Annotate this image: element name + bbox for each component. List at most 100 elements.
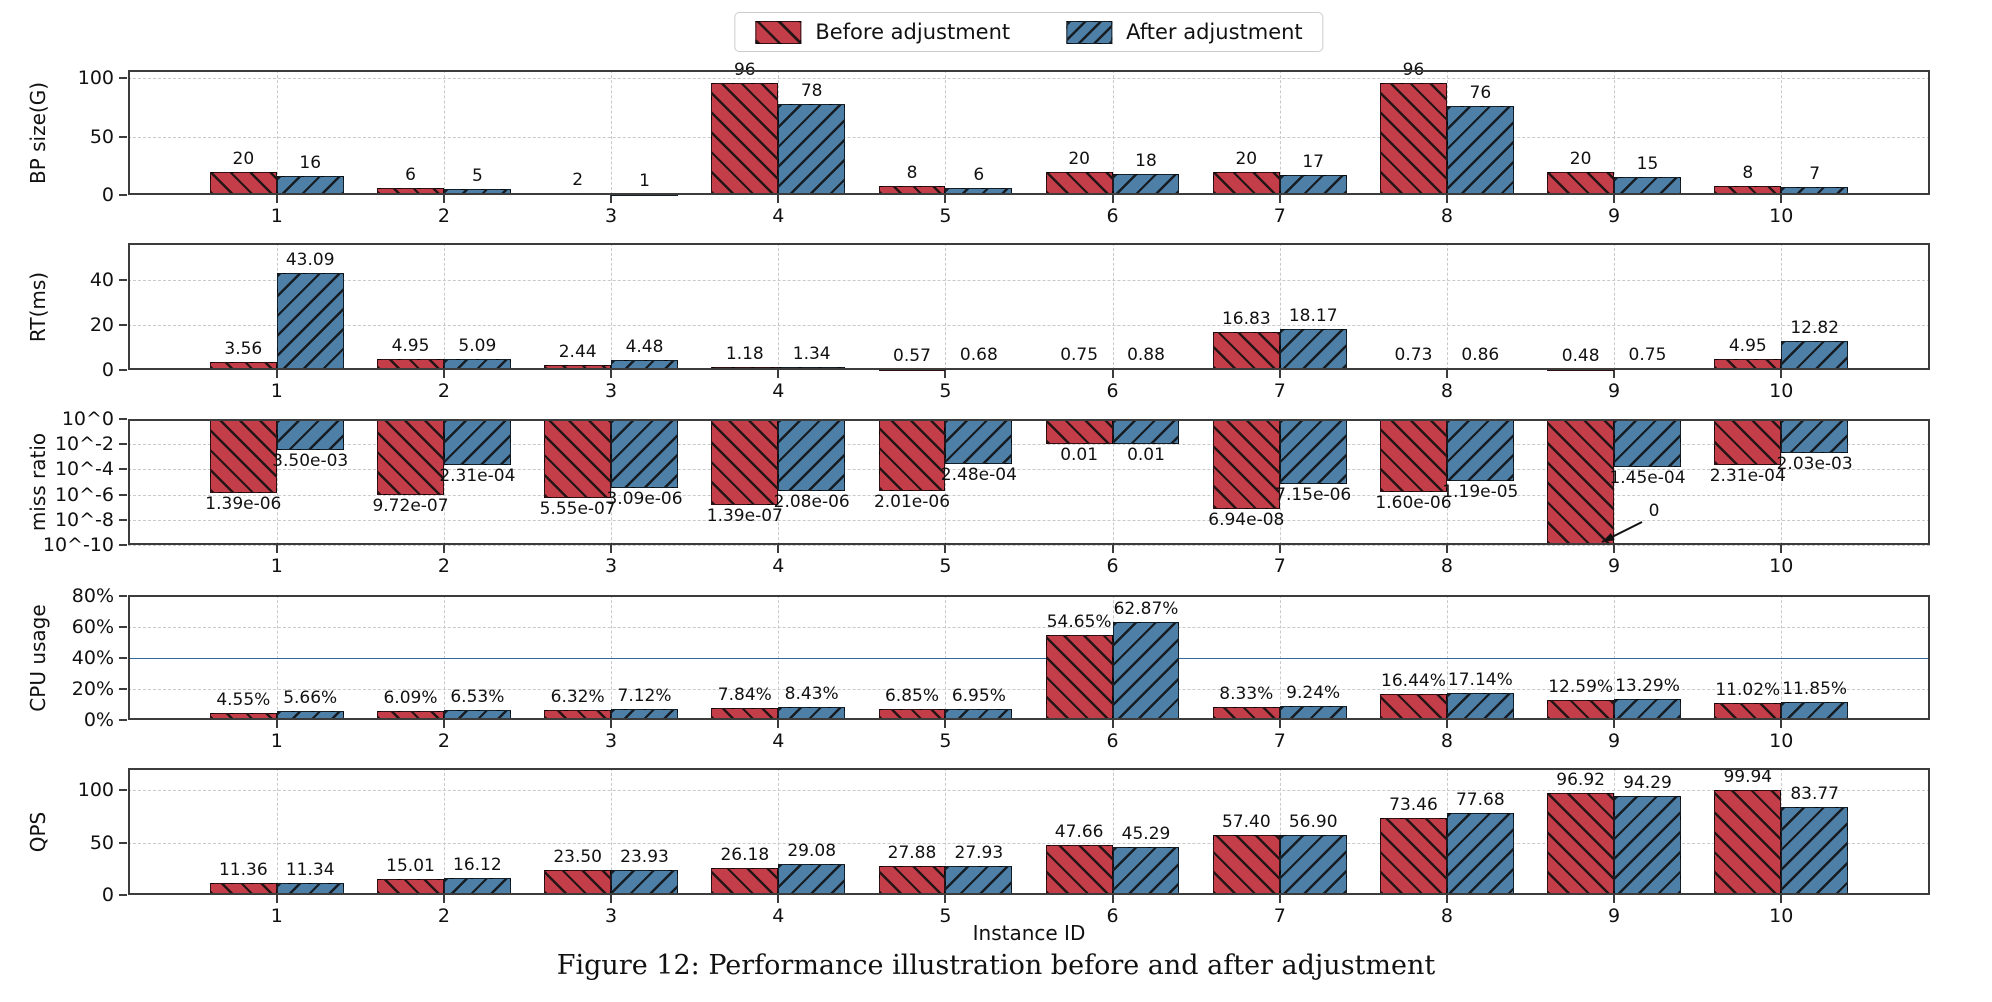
bar-after bbox=[778, 419, 846, 491]
bar-after bbox=[1446, 106, 1514, 195]
x-tick-label: 2 bbox=[437, 380, 450, 402]
bar-value-label: 6.53% bbox=[450, 686, 505, 707]
x-tick-mark bbox=[442, 720, 445, 728]
y-axis-title: miss ratio bbox=[26, 432, 50, 532]
bar-before bbox=[377, 710, 444, 720]
x-tick-mark bbox=[1111, 545, 1114, 553]
x-tick-mark bbox=[944, 895, 947, 903]
bar-after bbox=[276, 883, 344, 895]
bar-before bbox=[1714, 702, 1782, 720]
bar-value-label: 56.90 bbox=[1288, 812, 1338, 833]
x-tick-mark bbox=[1613, 895, 1616, 903]
x-tick-mark bbox=[610, 720, 613, 728]
bar-before bbox=[544, 710, 612, 720]
y-tick-label: 10^-10 bbox=[42, 534, 114, 556]
bar-value-label: 4.95 bbox=[391, 335, 430, 356]
bar-before bbox=[1045, 368, 1113, 371]
x-tick-label: 10 bbox=[1769, 730, 1794, 752]
bar-after bbox=[945, 187, 1013, 195]
x-tick-label: 6 bbox=[1106, 730, 1119, 752]
x-tick-mark bbox=[1445, 720, 1448, 728]
bar-value-label: 8 bbox=[1742, 162, 1754, 183]
bar-after bbox=[611, 193, 678, 196]
bar-value-label: 96 bbox=[733, 59, 756, 80]
x-tick-mark bbox=[1445, 195, 1448, 203]
bar-before bbox=[1212, 834, 1280, 895]
legend-label-after: After adjustment bbox=[1126, 20, 1303, 44]
x-tick-label: 7 bbox=[1273, 730, 1286, 752]
x-tick-label: 9 bbox=[1608, 380, 1621, 402]
bar-before bbox=[544, 419, 612, 498]
y-tick-label: 80% bbox=[71, 584, 114, 607]
x-tick-label: 8 bbox=[1440, 205, 1453, 227]
x-tick-label: 8 bbox=[1440, 555, 1453, 577]
bar-after bbox=[611, 708, 678, 720]
bar-value-label: 8.33% bbox=[1219, 684, 1274, 705]
y-tick-mark bbox=[119, 518, 127, 521]
bar-value-label: 6.95% bbox=[951, 686, 1006, 707]
bar-value-label: 8 bbox=[906, 162, 918, 183]
bar-before bbox=[209, 171, 277, 195]
bar-before bbox=[209, 883, 277, 895]
bar-before bbox=[878, 865, 946, 895]
bar-value-label: 0.68 bbox=[959, 345, 998, 366]
bar-value-label: 20 bbox=[232, 148, 255, 169]
grid-line-v bbox=[443, 768, 445, 895]
grid-line-v bbox=[1112, 70, 1114, 195]
x-tick-label: 4 bbox=[772, 730, 785, 752]
x-tick-label: 5 bbox=[939, 380, 952, 402]
bar-before bbox=[878, 419, 946, 491]
x-tick-mark bbox=[944, 195, 947, 203]
bar-value-label: 0.01 bbox=[1060, 445, 1099, 466]
grid-line-v bbox=[778, 768, 780, 895]
grid-line-h bbox=[128, 545, 1930, 546]
bar-value-label: 9.24% bbox=[1286, 682, 1341, 703]
x-tick-mark bbox=[442, 195, 445, 203]
x-tick-label: 2 bbox=[437, 905, 450, 927]
grid-line-v bbox=[1279, 243, 1281, 370]
bar-value-label: 1.60e-06 bbox=[1375, 493, 1452, 514]
bar-after bbox=[1614, 177, 1681, 195]
x-tick-mark bbox=[944, 370, 947, 378]
bar-value-label: 0.48 bbox=[1561, 345, 1600, 366]
grid-line-v bbox=[945, 595, 947, 720]
bar-value-label: 47.66 bbox=[1054, 821, 1104, 842]
y-tick-mark bbox=[119, 418, 127, 420]
grid-line-v bbox=[1279, 768, 1281, 895]
x-tick-mark bbox=[1780, 895, 1783, 903]
x-tick-label: 10 bbox=[1769, 380, 1794, 402]
bar-after bbox=[1112, 368, 1180, 371]
grid-line-h bbox=[128, 78, 1930, 80]
y-axis-title: RT(ms) bbox=[26, 271, 50, 342]
bar-value-label: 3.56 bbox=[224, 338, 263, 359]
bar-value-label: 20 bbox=[1235, 148, 1258, 169]
x-tick-label: 1 bbox=[270, 905, 283, 927]
y-tick-label: 0 bbox=[101, 184, 114, 206]
grid-line-v bbox=[945, 243, 947, 370]
bar-before bbox=[1714, 358, 1782, 370]
bar-after bbox=[1279, 329, 1347, 370]
grid-line-v bbox=[778, 243, 780, 370]
x-tick-label: 5 bbox=[939, 205, 952, 227]
x-tick-label: 6 bbox=[1106, 555, 1119, 577]
x-tick-mark bbox=[1278, 895, 1281, 903]
x-tick-mark bbox=[1780, 370, 1783, 378]
bar-value-label: 4.55% bbox=[216, 689, 271, 710]
y-tick-label: 20 bbox=[89, 314, 114, 337]
bar-value-label: 18.17 bbox=[1288, 306, 1338, 327]
bar-after bbox=[276, 711, 344, 720]
x-tick-mark bbox=[1613, 195, 1616, 203]
y-tick-label: 10^0 bbox=[61, 408, 114, 430]
x-tick-mark bbox=[1613, 545, 1616, 553]
bar-value-label: 96.92 bbox=[1556, 770, 1605, 791]
bar-before bbox=[1212, 171, 1280, 195]
y-tick-label: 40% bbox=[71, 646, 114, 669]
y-axis-title: BP size(G) bbox=[26, 81, 50, 184]
x-tick-label: 1 bbox=[270, 380, 283, 402]
bar-before bbox=[711, 707, 779, 720]
bar-value-label: 6.32% bbox=[550, 687, 605, 708]
bar-value-label: 6.85% bbox=[884, 686, 939, 707]
x-tick-mark bbox=[1445, 545, 1448, 553]
bar-before bbox=[1045, 419, 1113, 445]
